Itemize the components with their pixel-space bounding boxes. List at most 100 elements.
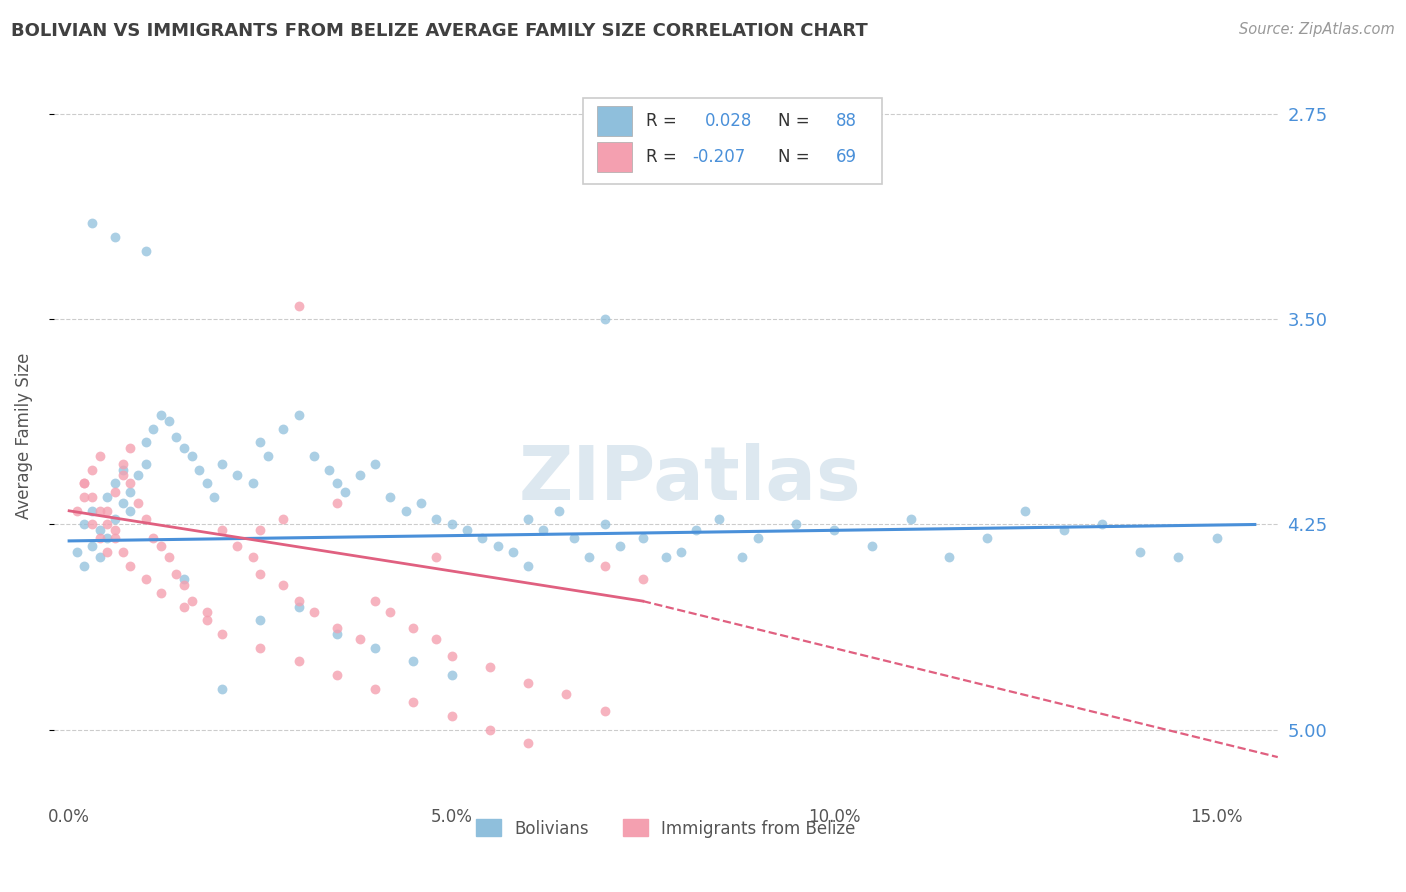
Point — [593, 558, 616, 573]
Point — [165, 430, 187, 444]
Point — [593, 312, 616, 326]
Point — [173, 441, 195, 455]
Point — [425, 512, 447, 526]
Text: Source: ZipAtlas.com: Source: ZipAtlas.com — [1239, 22, 1395, 37]
Point — [287, 299, 309, 313]
Point — [976, 531, 998, 545]
Point — [149, 408, 172, 422]
Point — [655, 550, 678, 565]
Point — [89, 449, 111, 463]
Point — [173, 572, 195, 586]
Point — [555, 687, 578, 701]
Point — [111, 458, 134, 472]
Point — [517, 676, 540, 690]
Point — [80, 490, 103, 504]
Point — [1205, 531, 1227, 545]
Point — [517, 558, 540, 573]
Point — [127, 495, 149, 509]
Point — [120, 476, 142, 491]
Point — [547, 504, 569, 518]
Text: N =: N = — [779, 112, 815, 130]
Text: 0.028: 0.028 — [704, 112, 752, 130]
Point — [938, 550, 960, 565]
Point — [249, 640, 271, 655]
Text: N =: N = — [779, 148, 815, 166]
Text: ZIPatlas: ZIPatlas — [519, 442, 862, 516]
Point — [96, 531, 118, 545]
Point — [478, 660, 501, 674]
Point — [273, 422, 295, 436]
Point — [578, 550, 600, 565]
Point — [326, 627, 349, 641]
Point — [157, 413, 180, 427]
Point — [395, 504, 418, 518]
Point — [204, 490, 226, 504]
Point — [89, 504, 111, 518]
Point — [242, 476, 264, 491]
Point — [111, 468, 134, 483]
Point — [195, 605, 218, 619]
Text: 88: 88 — [837, 112, 856, 130]
Text: BOLIVIAN VS IMMIGRANTS FROM BELIZE AVERAGE FAMILY SIZE CORRELATION CHART: BOLIVIAN VS IMMIGRANTS FROM BELIZE AVERA… — [11, 22, 868, 40]
Point — [195, 476, 218, 491]
Point — [440, 668, 463, 682]
Point — [104, 531, 127, 545]
Point — [364, 681, 387, 696]
Point — [89, 550, 111, 565]
Point — [73, 490, 96, 504]
Point — [180, 449, 202, 463]
Point — [257, 449, 280, 463]
Point — [380, 490, 402, 504]
Point — [135, 458, 157, 472]
Point — [135, 244, 157, 258]
Point — [531, 523, 554, 537]
Point — [409, 495, 432, 509]
Point — [242, 550, 264, 565]
Point — [80, 463, 103, 477]
Point — [249, 566, 271, 581]
Point — [709, 512, 731, 526]
Point — [73, 476, 96, 491]
Point — [135, 435, 157, 450]
Point — [302, 449, 325, 463]
Point — [364, 458, 387, 472]
Point — [731, 550, 754, 565]
Point — [104, 523, 127, 537]
Point — [669, 545, 692, 559]
FancyBboxPatch shape — [582, 98, 883, 184]
Point — [425, 632, 447, 647]
Point — [66, 545, 89, 559]
Point — [326, 668, 349, 682]
Point — [380, 605, 402, 619]
Point — [440, 517, 463, 532]
Point — [142, 422, 165, 436]
Point — [104, 230, 127, 244]
Point — [900, 512, 922, 526]
Point — [860, 540, 883, 554]
Point — [96, 545, 118, 559]
Point — [402, 695, 425, 709]
Point — [287, 594, 309, 608]
Point — [326, 476, 349, 491]
Point — [631, 572, 654, 586]
Point — [349, 468, 371, 483]
Point — [188, 463, 211, 477]
Text: R =: R = — [647, 148, 682, 166]
Point — [120, 441, 142, 455]
Point — [73, 517, 96, 532]
Point — [326, 622, 349, 636]
Point — [120, 484, 142, 499]
Point — [1167, 550, 1189, 565]
Point — [364, 640, 387, 655]
Point — [96, 517, 118, 532]
Point — [349, 632, 371, 647]
Text: -0.207: -0.207 — [693, 148, 747, 166]
Point — [173, 599, 195, 614]
Point — [785, 517, 807, 532]
Point — [89, 523, 111, 537]
Point — [318, 463, 340, 477]
Point — [333, 484, 356, 499]
Point — [142, 531, 165, 545]
Point — [593, 704, 616, 718]
Point — [165, 566, 187, 581]
